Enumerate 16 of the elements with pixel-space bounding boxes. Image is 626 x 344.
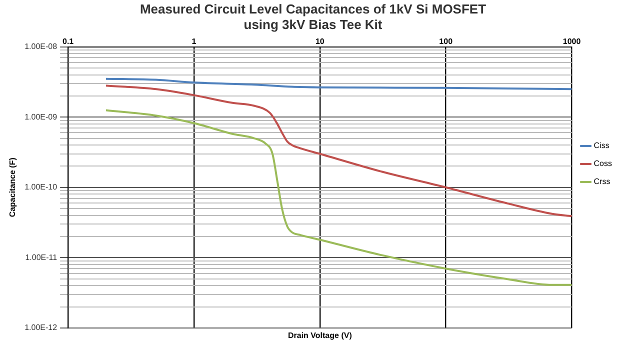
y-tick-label: 1.00E-09: [24, 112, 58, 122]
legend-label: Crss: [594, 177, 610, 186]
chart-title: Measured Circuit Level Capacitances of 1kV Si MOSFET using 3kV Bias Tee Kit: [140, 1, 486, 32]
legend-label: Ciss: [594, 141, 610, 150]
y-tick-label: 1.00E-12: [24, 323, 58, 332]
x-tick-label: 1000: [562, 37, 582, 46]
y-axis-title: Capacitance (F): [8, 157, 18, 218]
x-tick-label: 10: [315, 37, 325, 46]
y-tick-label: 1.00E-08: [24, 42, 58, 52]
x-axis-title: Drain Voltage (V): [288, 331, 352, 340]
x-tick-label: 1: [192, 37, 197, 46]
legend-label: Coss: [594, 159, 612, 168]
x-tick-label: 0.1: [62, 37, 74, 46]
x-tick-label: 100: [439, 37, 454, 46]
y-tick-label: 1.00E-11: [25, 252, 58, 262]
y-tick-label: 1.00E-10: [24, 182, 58, 192]
